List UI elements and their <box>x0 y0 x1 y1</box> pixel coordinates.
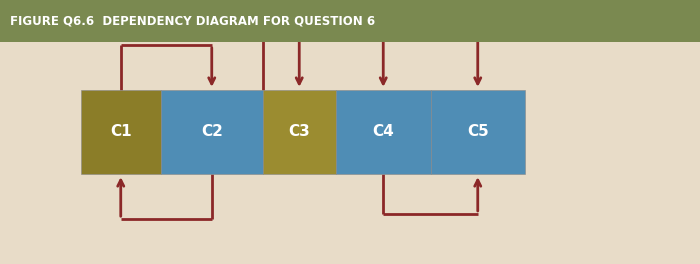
Text: C2: C2 <box>201 125 223 139</box>
Text: C1: C1 <box>110 125 132 139</box>
Bar <box>161 90 262 174</box>
Bar <box>430 90 525 174</box>
Bar <box>80 90 161 174</box>
Text: FIGURE Q6.6  DEPENDENCY DIAGRAM FOR QUESTION 6: FIGURE Q6.6 DEPENDENCY DIAGRAM FOR QUEST… <box>10 15 376 28</box>
Bar <box>336 90 430 174</box>
Text: C4: C4 <box>372 125 394 139</box>
Text: C5: C5 <box>467 125 489 139</box>
Bar <box>262 90 336 174</box>
Text: C3: C3 <box>288 125 310 139</box>
Bar <box>0 0 700 42</box>
